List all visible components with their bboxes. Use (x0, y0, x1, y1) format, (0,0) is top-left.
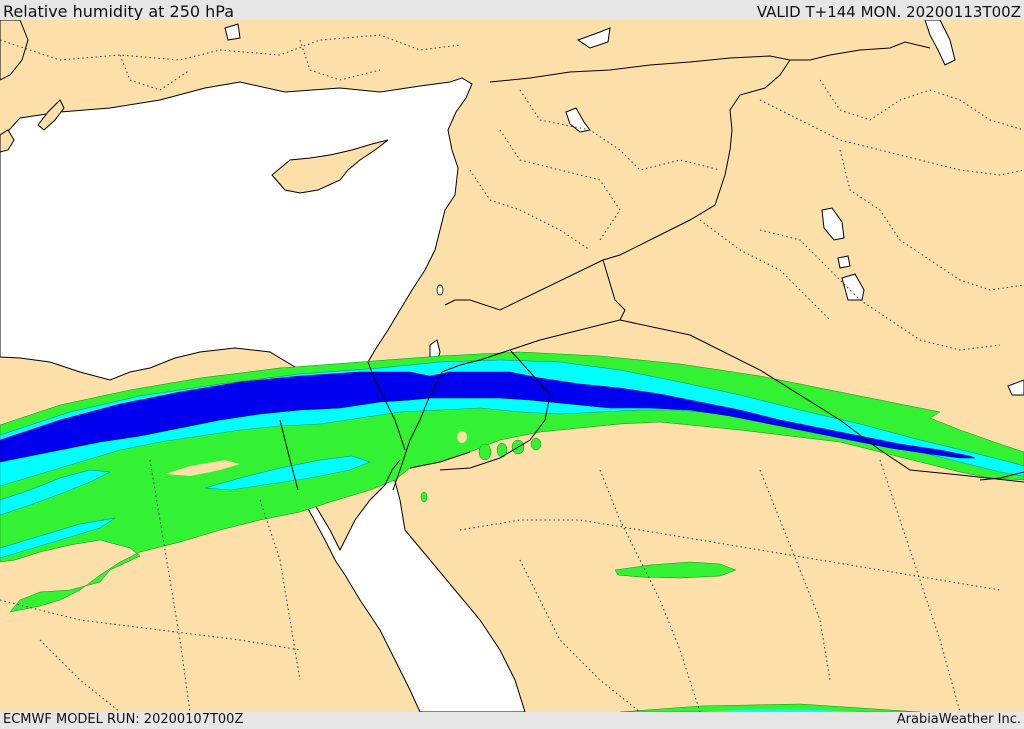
persian-gulf-fragment (1007, 379, 1024, 396)
lake-habbaniyah (837, 255, 851, 269)
valid-time-label: VALID T+144 MON. 20200113T00Z (756, 3, 1021, 21)
red-sea (297, 468, 526, 712)
humidity-band-bottom (619, 703, 921, 712)
model-run-label: ECMWF MODEL RUN: 20200107T00Z (3, 712, 244, 727)
lake-razazza (841, 273, 865, 301)
humidity-band-bottom-cyan (700, 709, 860, 712)
humidity-band-cyan-south (0, 469, 111, 516)
map-title: Relative humidity at 250 hPa (3, 2, 235, 21)
dry-gap (165, 460, 240, 476)
lake-north (576, 27, 611, 49)
sinai-coastline (279, 419, 401, 501)
humidity-blob (420, 491, 428, 503)
humidity-blob (530, 437, 542, 451)
caspian-sea-fragment (924, 20, 956, 66)
footer-bar: ECMWF MODEL RUN: 20200107T00Z ArabiaWeat… (0, 712, 1024, 729)
humidity-band-blue (0, 371, 976, 463)
lake-east (224, 23, 241, 41)
humidity-map (0, 20, 1024, 712)
crete-fragment (0, 129, 15, 153)
humidity-band-arabia (614, 561, 737, 579)
aegean-coast (0, 20, 29, 81)
credit-label: ArabiaWeather Inc. (896, 712, 1021, 727)
humidity-band-cyan-sinai (204, 455, 371, 491)
lake-tharthar (821, 207, 845, 241)
humidity-band-cyan-south-2 (0, 517, 116, 559)
dry-gap (457, 431, 467, 443)
lake-assad (565, 107, 591, 133)
country-borders (367, 41, 1024, 491)
province-boundaries (0, 34, 1024, 712)
sea-of-galilee (436, 284, 444, 296)
humidity-blob (478, 443, 492, 461)
header-bar: Relative humidity at 250 hPa VALID T+144… (0, 0, 1024, 21)
cyprus-island (271, 139, 389, 194)
rhodes-island (37, 99, 65, 131)
